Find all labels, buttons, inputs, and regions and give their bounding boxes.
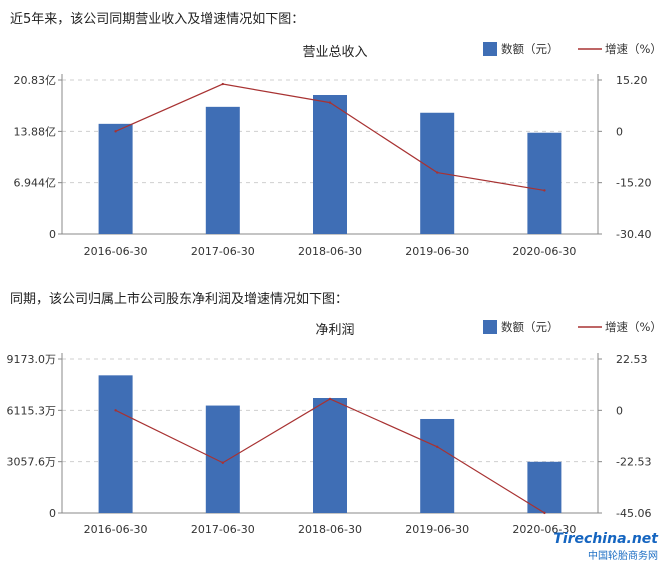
x-tick-label: 2017-06-30 xyxy=(191,245,255,258)
x-tick-label: 2018-06-30 xyxy=(298,245,362,258)
growth-point xyxy=(221,82,224,86)
x-tick-label: 2019-06-30 xyxy=(405,245,469,258)
growth-point xyxy=(328,397,332,401)
growth-point xyxy=(114,409,117,412)
legend-bar-label: 数额（元） xyxy=(501,320,559,334)
watermark-text: 中国轮胎商务网 xyxy=(588,551,658,562)
watermark-logo: Tirechina.net xyxy=(553,531,658,547)
x-tick-label: 2016-06-30 xyxy=(84,245,148,258)
growth-point xyxy=(328,101,332,104)
bar xyxy=(313,397,347,513)
bar xyxy=(205,405,240,513)
intro-text-net-profit: 同期，该公司归属上市公司股东净利润及增速情况如下图： xyxy=(10,292,349,307)
legend-line-label: 增速（%） xyxy=(605,320,662,334)
bar xyxy=(313,95,347,234)
y-right-tick-label: -15.20 xyxy=(616,177,651,190)
bar xyxy=(98,375,133,513)
x-tick-label: 2016-06-30 xyxy=(84,523,148,536)
legend-bar-label: 数额（元） xyxy=(501,42,559,56)
revenue-chart: 0 6.944亿 13.88亿 20.83亿 -30.40 -15.20 0 15.20 201… xyxy=(14,42,662,258)
y-right-tick-label: 15.20 xyxy=(616,74,648,87)
y-left-tick-label: 6115.3万 xyxy=(7,404,57,417)
y-left-tick-label: 9173.0万 xyxy=(7,353,57,366)
x-tick-label: 2018-06-30 xyxy=(298,523,362,536)
bar xyxy=(98,123,133,234)
y-left-tick-label: 6.944亿 xyxy=(14,177,57,190)
legend-line-label: 增速（%） xyxy=(605,42,662,56)
growth-point xyxy=(114,130,117,133)
y-right-tick-label: 0 xyxy=(616,404,623,417)
growth-point xyxy=(543,189,546,192)
bar xyxy=(527,132,562,234)
intro-text-revenue: 近5年来，该公司同期营业收入及增速情况如下图： xyxy=(10,12,305,27)
legend-bar-swatch xyxy=(483,320,497,334)
legend-bar-swatch xyxy=(483,42,497,56)
y-right-tick-label: 0 xyxy=(616,125,623,138)
x-tick-label: 2017-06-30 xyxy=(191,523,255,536)
y-right-tick-label: -45.06 xyxy=(616,507,651,520)
y-right-tick-label: -30.40 xyxy=(616,228,651,241)
x-tick-label: 2019-06-30 xyxy=(405,523,469,536)
bar xyxy=(527,461,562,513)
y-right-tick-label: 22.53 xyxy=(616,353,648,366)
y-left-tick-label: 0 xyxy=(49,228,56,241)
x-tick-label: 2020-06-30 xyxy=(512,245,576,258)
chart-title: 净利润 xyxy=(315,323,354,338)
growth-point xyxy=(436,171,439,174)
watermark: Tirechina.net 中国轮胎商务网 xyxy=(553,531,658,562)
x-tick-label: 2020-06-30 xyxy=(512,523,576,536)
growth-point xyxy=(221,461,224,464)
bar xyxy=(205,106,240,234)
y-left-tick-label: 13.88亿 xyxy=(14,125,57,138)
growth-point xyxy=(543,511,546,515)
y-right-tick-label: -22.53 xyxy=(616,456,651,469)
net-profit-chart: 0 3057.6万 6115.3万 9173.0万 -45.06 -22.53 0 22.53… xyxy=(7,320,662,536)
y-left-tick-label: 3057.6万 xyxy=(7,456,57,469)
y-left-tick-label: 0 xyxy=(49,507,56,520)
bar xyxy=(420,418,455,513)
y-left-tick-label: 20.83亿 xyxy=(14,74,57,87)
chart-title: 营业总收入 xyxy=(302,45,367,60)
growth-point xyxy=(436,445,439,448)
